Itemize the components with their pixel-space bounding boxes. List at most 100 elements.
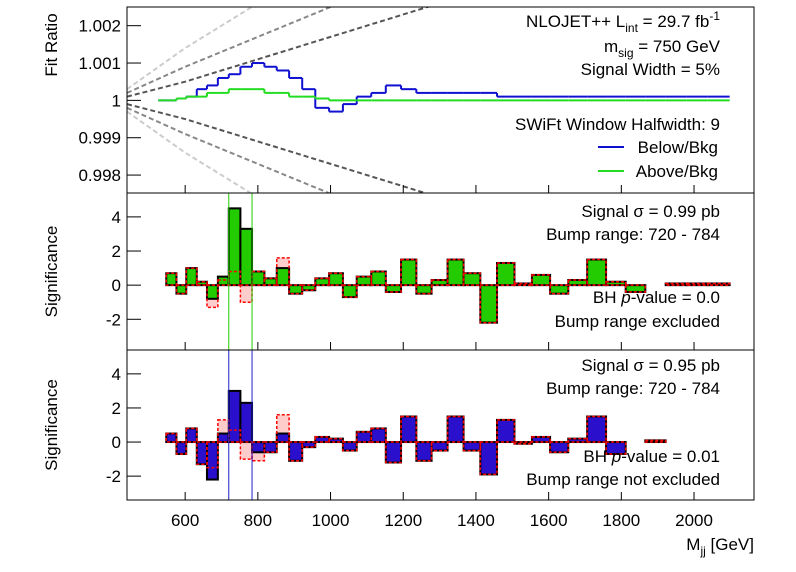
text-part: Bump range: 720 - 784 [546,225,720,244]
reference-outline [624,284,647,293]
reference-outline [228,270,242,286]
significance-bar [195,441,208,466]
text-part: = 29.7 fb [638,12,709,31]
significance-bar [549,284,570,295]
reference-outline [328,272,344,286]
text-part: Bump range: 720 - 784 [546,379,720,398]
significance-bar [205,284,219,300]
significance-bar [263,441,278,454]
reference-outline [531,436,551,443]
significance-bar [384,441,403,464]
plot-area [165,193,731,350]
y-tick-label: 2 [112,399,121,418]
y-tick-label: -2 [106,467,121,486]
significance-bar [479,284,499,324]
reference-bar [240,285,253,303]
significance-bar [227,389,242,444]
significance-bar [185,267,198,287]
text-part: -value = 0.01 [621,447,720,466]
reference-outline [301,441,317,448]
text-part: -value = 0.0 [631,288,720,307]
reference-outline [370,427,387,443]
significance-bar [288,441,304,462]
reference-outline [165,432,178,443]
x-tick-label: 2000 [675,511,713,530]
reference-outline [263,441,278,454]
y-tick-label: 1.001 [78,54,121,73]
reference-outline [415,441,433,462]
reference-outline [446,415,465,443]
text-part: NLOJET++ L [526,12,625,31]
text-part: -1 [709,9,720,23]
significance-bar [205,441,219,481]
reference-outline [462,441,482,452]
y-axis-title: Significance [42,379,61,471]
plot-area [165,350,667,500]
reference-outline [513,441,533,445]
significance-bar [446,258,465,287]
significance-bar [239,227,254,287]
significance-bar [446,415,465,444]
x-tick-label: 1000 [312,511,350,530]
significance-bar [586,415,608,444]
significance-bar [496,261,516,287]
significance-bar [275,267,291,287]
text-part: jj [699,544,705,558]
significance-bar [415,441,433,462]
significance-bar [370,427,387,444]
reference-outline [314,436,330,443]
reference-outline [400,415,418,443]
y-tick-label: 2 [112,242,121,261]
reference-outline [430,441,449,452]
significance-bar [288,284,304,295]
reference-outline [446,258,465,286]
y-tick-label: 4 [112,208,121,227]
reference-outline [355,431,373,443]
text-part: Bump range not excluded [526,470,720,489]
annotation: NLOJET++ Lint = 29.7 fb-1 [526,9,720,35]
significance-bar [185,427,198,444]
significance-bar [384,284,403,293]
x-tick-label: 800 [244,511,272,530]
reference-outline [605,280,627,286]
reference-outline [531,274,551,286]
text-part: [GeV] [706,535,754,554]
y-tick-label: 1.002 [78,17,121,36]
reference-outline [400,258,418,286]
significance-bar [301,284,317,292]
significance-bar [165,432,178,444]
text-part: p [620,288,630,307]
annotation: Bump range: 720 - 784 [546,225,720,244]
reference-outline [430,279,449,286]
x-tick-label: 600 [171,511,199,530]
annotation: BH p-value = 0.01 [583,447,720,466]
reference-outline [385,284,402,293]
x-tick-label: 1600 [530,511,568,530]
text-part: m [604,37,618,56]
reference-outline [185,267,198,286]
text-part: Bump range excluded [555,312,720,331]
reference-outline [342,441,358,452]
annotation: Signal σ = 0.95 pb [581,356,720,375]
significance-bar [251,270,266,287]
y-tick-label: 0.998 [78,166,121,185]
significance-bar [314,435,331,444]
annotation: BH p-value = 0.0 [593,288,720,307]
reference-outline [605,441,627,455]
significance-bar [355,275,373,287]
y-axis-title: Significance [42,226,61,318]
text-part: Signal Width = 5% [581,60,720,79]
significance-bar [462,272,482,287]
reference-outline [276,414,290,443]
significance-bar [328,272,344,287]
significance-bar [227,207,242,287]
reference-outline [217,279,230,286]
significance-bar [341,441,358,452]
reference-outline [586,258,607,286]
significance-bar [400,415,418,444]
significance-bar [216,275,230,287]
reference-outline [196,280,208,286]
uncertainty-band [127,7,254,90]
significance-bar [341,284,358,299]
reference-outline [175,284,187,295]
